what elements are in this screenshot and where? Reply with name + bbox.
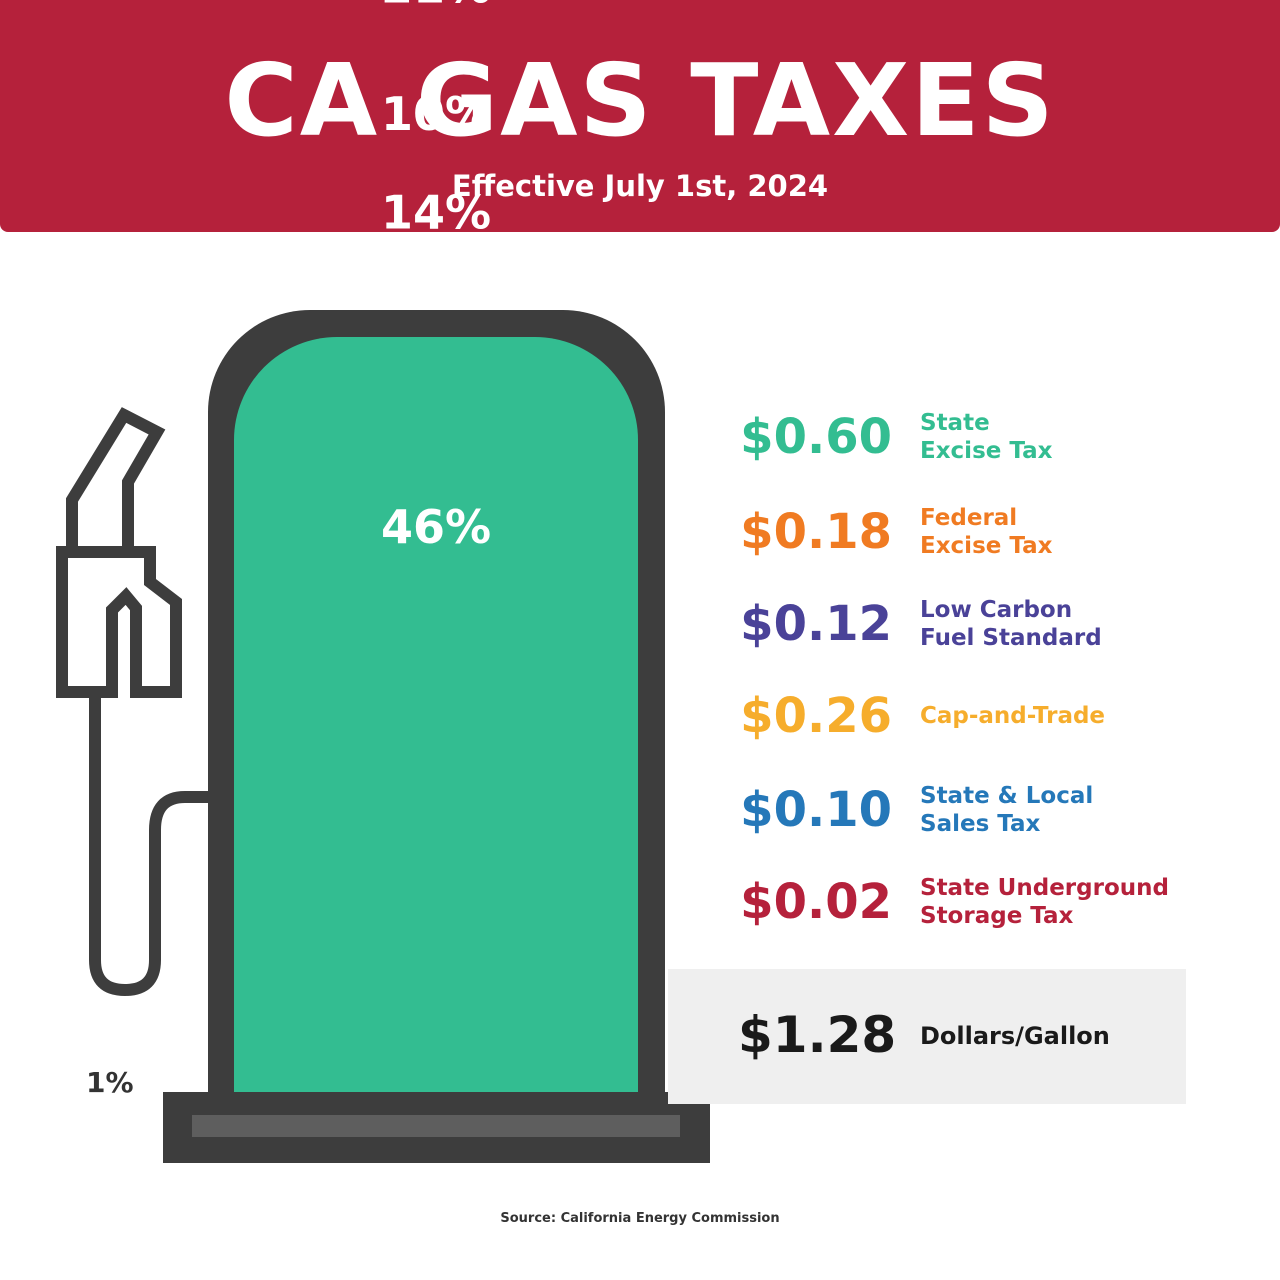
percent-label-4: 21% <box>381 0 491 13</box>
legend-label-line: Cap-and-Trade <box>920 703 1106 729</box>
total-unit: Dollars/Gallon <box>920 1022 1110 1050</box>
fuel-hose-icon <box>89 694 212 997</box>
legend-label-line: Sales Tax <box>920 811 1041 837</box>
legend-amount: $0.18 <box>740 504 892 560</box>
legend-label-line: Low Carbon <box>920 597 1073 623</box>
legend-item-5: $0.10 State & Local Sales Tax <box>700 778 1220 842</box>
percent-label-storage-tax: 1% <box>86 1066 134 1099</box>
source-note: Source: California Energy Commission <box>500 1211 780 1226</box>
legend-item-4: $0.26 Cap-and-Trade <box>700 684 1220 748</box>
legend-amount: $0.12 <box>740 596 892 652</box>
legend-label: State Excise Tax <box>920 409 1052 465</box>
header-banner: CA GAS TAXES Effective July 1st, 2024 <box>0 0 1280 232</box>
total-amount: $1.28 <box>738 1006 897 1064</box>
legend-label: State Underground Storage Tax <box>920 874 1169 930</box>
stacked-bar <box>234 337 638 1092</box>
legend-label-line: Fuel Standard <box>920 625 1102 651</box>
legend-label: State & Local Sales Tax <box>920 782 1093 838</box>
legend-label: Federal Excise Tax <box>920 504 1052 560</box>
percent-labels: 46%14%10%21%8% <box>381 0 491 554</box>
legend-label: Cap-and-Trade <box>920 702 1105 730</box>
legend-label-line: Excise Tax <box>920 438 1053 464</box>
legend-label-line: Storage Tax <box>920 903 1074 929</box>
legend-label-line: Excise Tax <box>920 533 1053 559</box>
legend-item-3: $0.12 Low Carbon Fuel Standard <box>700 592 1220 656</box>
legend-label-line: Federal <box>920 505 1018 531</box>
percent-label-2: 14% <box>381 185 491 239</box>
legend-item-1: $0.60 State Excise Tax <box>700 405 1220 469</box>
total-box: $1.28 Dollars/Gallon <box>668 969 1186 1104</box>
page-title: CA GAS TAXES <box>224 42 1056 159</box>
pump-base-highlight <box>192 1115 680 1137</box>
legend-amount: $0.02 <box>740 874 892 930</box>
percent-label-1: 46% <box>381 500 491 554</box>
legend-label-line: State Underground <box>920 875 1169 901</box>
legend-amount: $0.60 <box>740 409 892 465</box>
legend-label-line: State & Local <box>920 783 1094 809</box>
legend-amount: $0.10 <box>740 782 892 838</box>
legend-item-6: $0.02 State Underground Storage Tax <box>700 870 1220 934</box>
legend-amount: $0.26 <box>740 688 892 744</box>
legend-label-line: State <box>920 410 990 436</box>
legend-item-2: $0.18 Federal Excise Tax <box>700 500 1220 564</box>
legend-label: Low Carbon Fuel Standard <box>920 596 1102 652</box>
fuel-nozzle-icon <box>56 407 182 698</box>
bar-segment-1 <box>234 337 638 1092</box>
page-subtitle: Effective July 1st, 2024 <box>451 169 829 203</box>
percent-label-3: 10% <box>381 87 491 141</box>
